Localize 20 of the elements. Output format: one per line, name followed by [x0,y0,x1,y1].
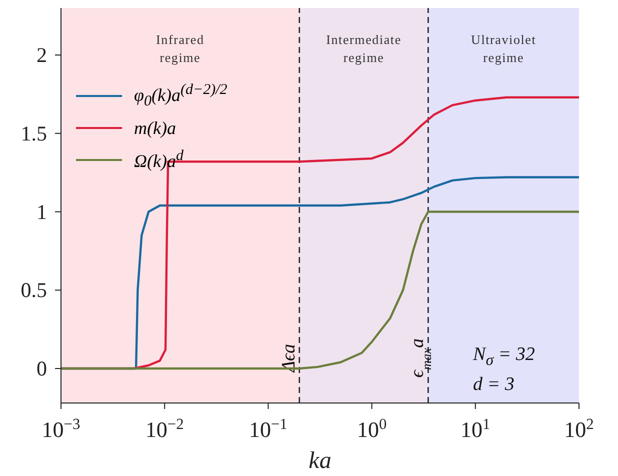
y-tick-label: 0.5 [20,278,47,302]
legend-label: m(k)a [134,118,176,138]
legend-label: φ$_{0}$(k)a$^{(d−2)/2}$ [134,82,228,110]
annotation: N$_{σ}$ = 32 [473,343,535,371]
y-tick-label: 0 [36,356,47,381]
y-tick-label: 1.5 [20,121,47,146]
annotation: d = 3 [473,372,516,397]
x-axis-title: ka [308,448,332,474]
y-tick-label: 1 [36,200,47,224]
legend-label: Ω(k)a$^{d}$ [134,148,184,172]
band-label: Intermediate regime [326,32,402,65]
x-tick-label: 10$^{−3}$ [42,416,80,442]
x-tick-label: 10$^{1}$ [460,416,490,442]
band-label: Ultraviolet regime [471,32,536,65]
y-tick-label: 2 [36,43,47,68]
x-tick-label: 10$^{0}$ [356,416,387,442]
x-tick-label: 10$^{2}$ [564,416,594,442]
x-tick-label: 10$^{−1}$ [249,416,288,442]
x-tick-label: 10$^{−2}$ [145,416,184,442]
band-label: Infrared regime [156,32,204,65]
